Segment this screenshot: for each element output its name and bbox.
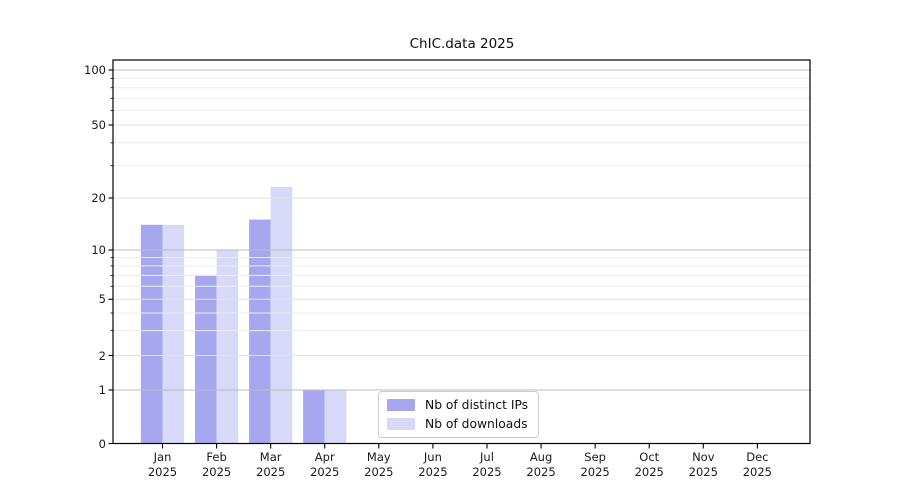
axes-frame xyxy=(112,59,811,445)
y-tick-label: 20 xyxy=(91,191,106,205)
x-tick-label-feb: Feb 2025 xyxy=(201,450,232,479)
legend-entry-distinct-ips: Nb of distinct IPs xyxy=(387,398,528,412)
x-tick-label-jan: Jan 2025 xyxy=(147,450,178,479)
bar-jan-distinct-ips xyxy=(140,224,163,444)
x-tick-label-oct: Oct 2025 xyxy=(634,450,664,479)
y-tick-label: 0 xyxy=(98,436,106,451)
bar-apr-downloads xyxy=(324,390,347,444)
x-tick-label-dec: Dec 2025 xyxy=(742,450,773,479)
downloads-swatch-icon xyxy=(387,418,415,430)
chart-legend: Nb of distinct IPs Nb of downloads xyxy=(378,391,540,438)
y-tick-label: 2 xyxy=(98,348,106,363)
x-tick-label-nov: Nov 2025 xyxy=(688,450,718,479)
x-tick-label-sep: Sep 2025 xyxy=(580,450,610,479)
y-tick-label: 100 xyxy=(84,63,106,77)
x-tick-label-jun: Jun 2025 xyxy=(418,450,448,479)
legend-label: Nb of downloads xyxy=(425,417,528,431)
y-tick-label: 50 xyxy=(91,118,106,132)
y-tick-label: 10 xyxy=(91,243,106,257)
distinct-ips-swatch-icon xyxy=(387,399,415,411)
x-tick-label-mar: Mar 2025 xyxy=(256,450,286,479)
x-tick-label-apr: Apr 2025 xyxy=(310,450,340,479)
x-tick-label-may: May 2025 xyxy=(364,450,394,479)
bar-apr-distinct-ips xyxy=(303,390,325,444)
y-tick-label: 1 xyxy=(98,383,106,397)
chart-title: ChIC.data 2025 xyxy=(409,36,515,52)
x-tick-label-jul: Jul 2025 xyxy=(472,450,502,479)
bar-jan-downloads xyxy=(162,224,185,444)
bar-feb-downloads xyxy=(216,250,239,444)
bar-mar-downloads xyxy=(270,186,293,444)
y-tick-label: 5 xyxy=(98,292,106,307)
legend-label: Nb of distinct IPs xyxy=(425,398,529,412)
legend-entry-downloads: Nb of downloads xyxy=(387,417,528,431)
bar-feb-distinct-ips xyxy=(195,275,217,444)
x-tick-label-aug: Aug 2025 xyxy=(526,450,556,479)
bar-mar-distinct-ips xyxy=(249,219,271,444)
